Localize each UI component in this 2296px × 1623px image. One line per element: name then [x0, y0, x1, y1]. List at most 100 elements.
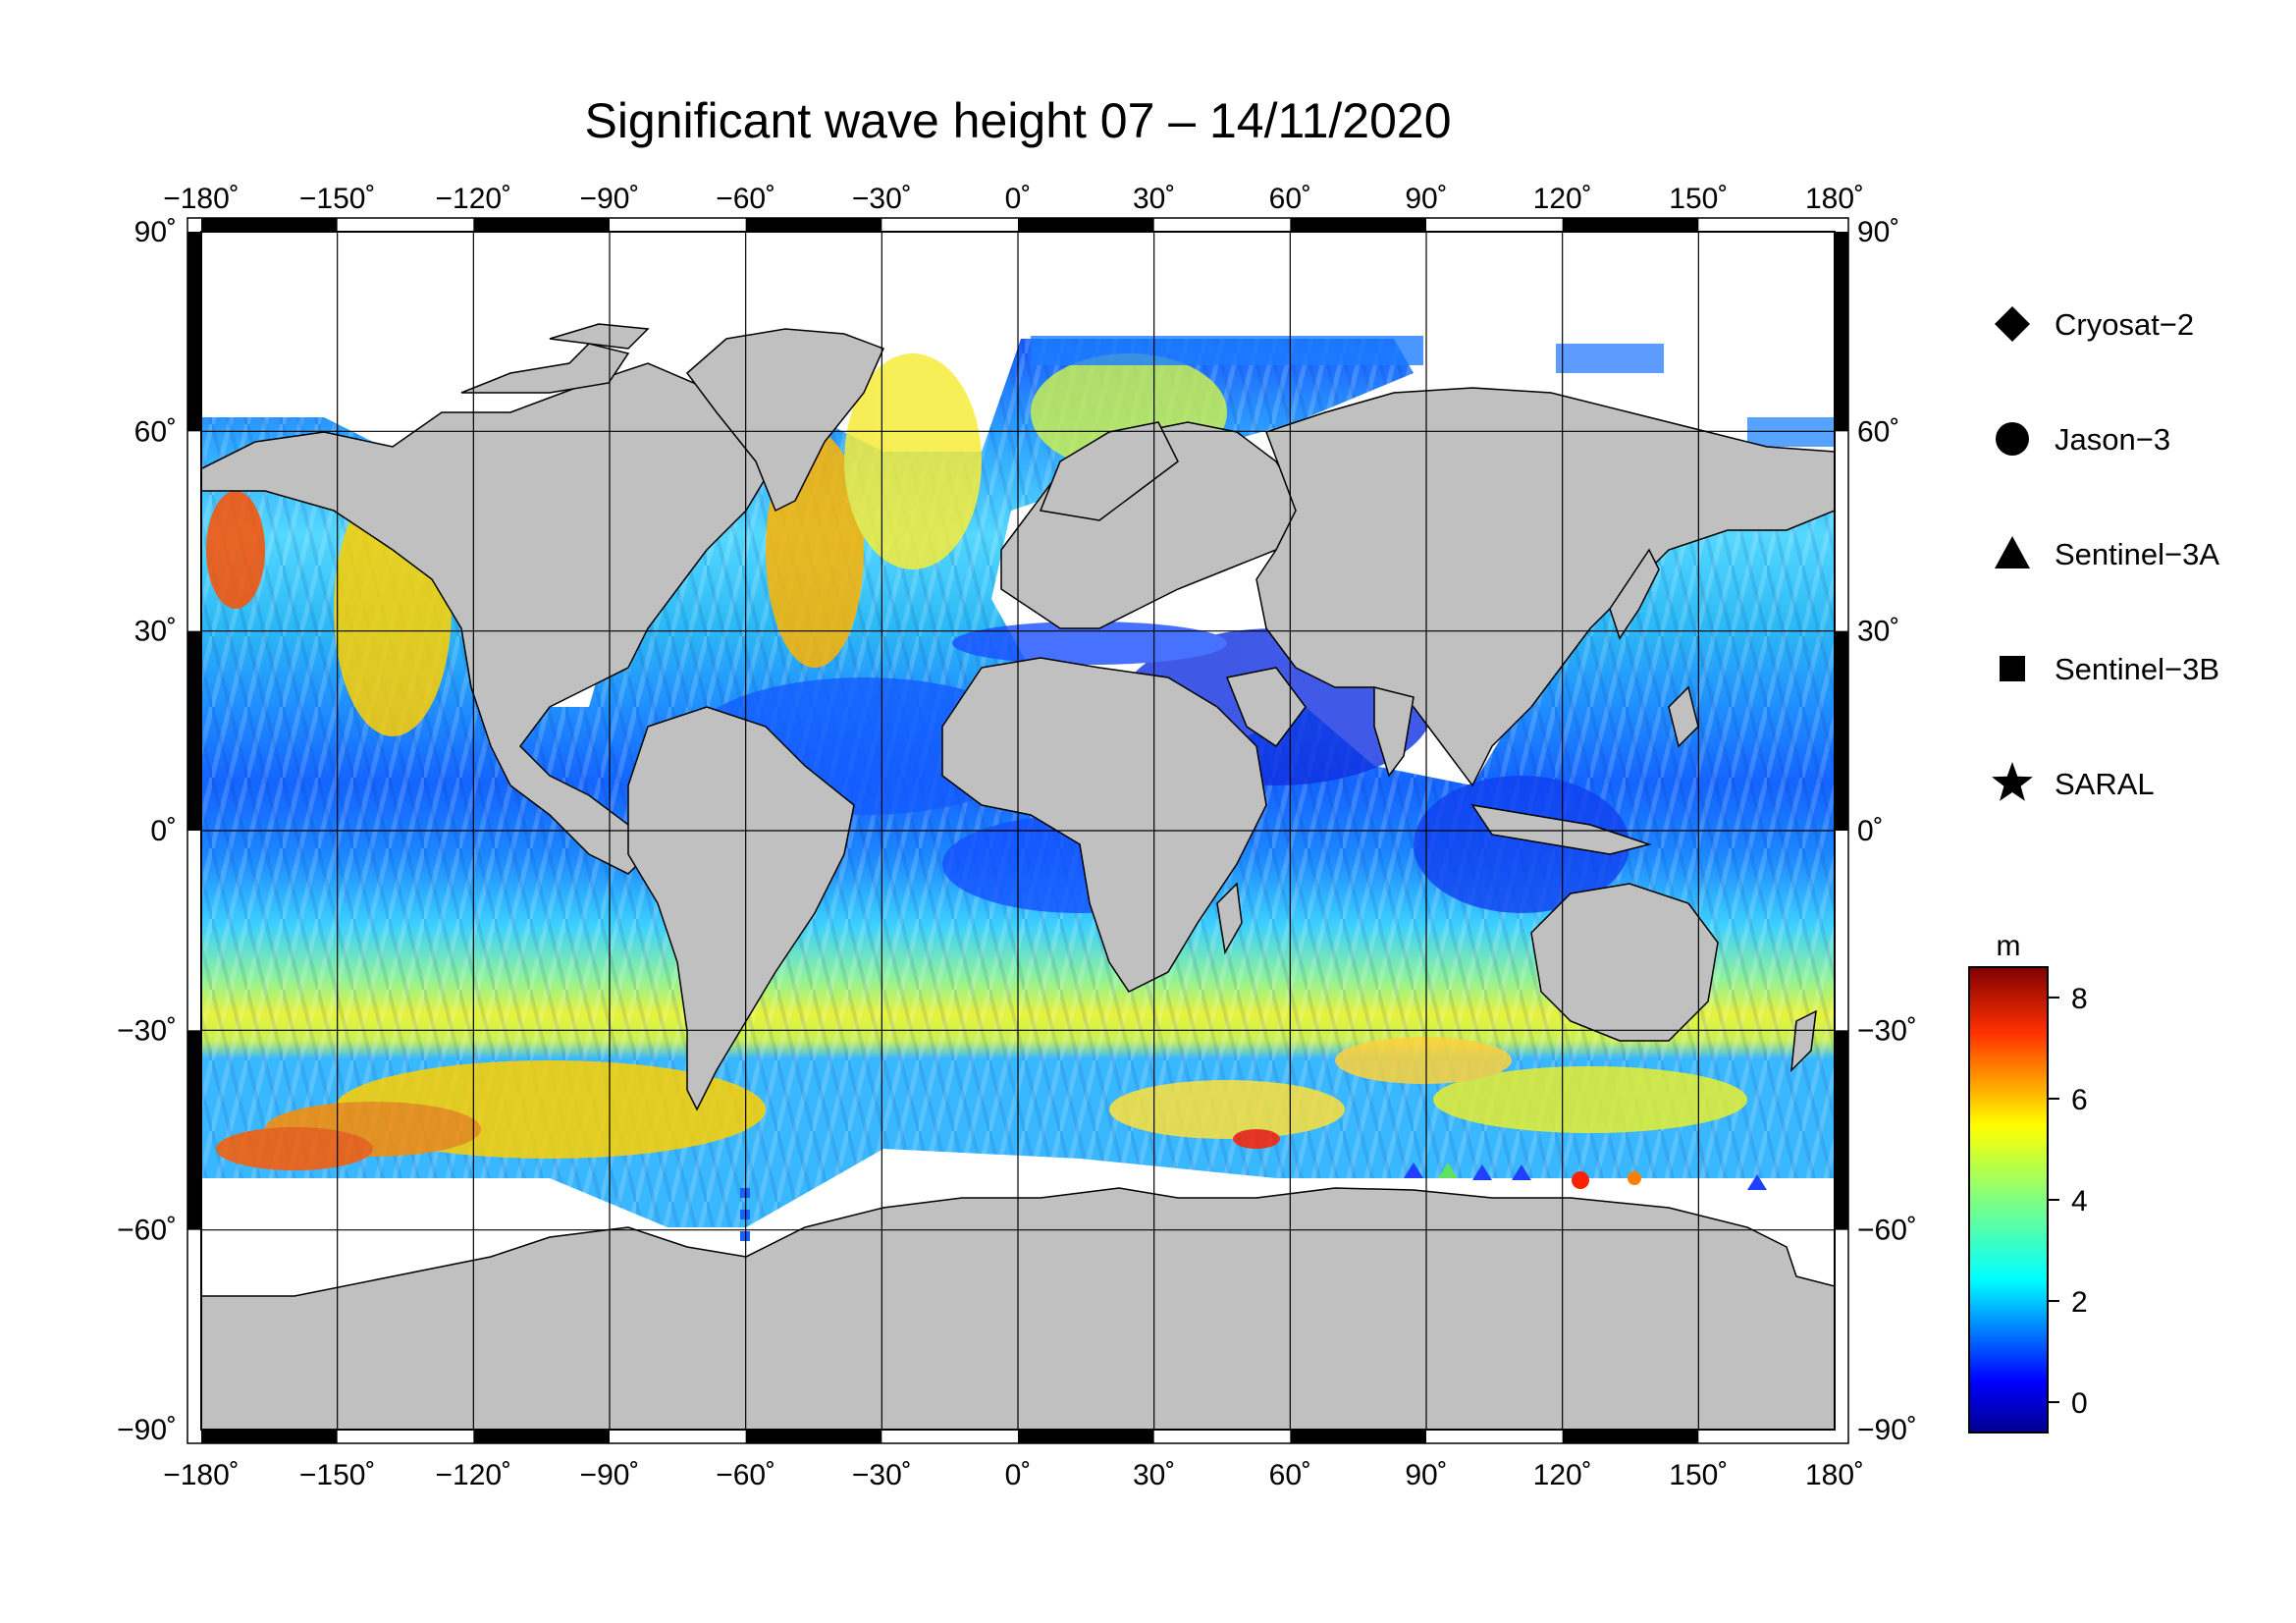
lon-tick-label: 90˚ [1405, 183, 1447, 215]
lat-tick-label: 60˚ [1857, 415, 1899, 448]
lat-tick-label: 90˚ [1857, 216, 1899, 248]
lat-tick-label: −90˚ [117, 1414, 177, 1446]
lon-tick-label: 120˚ [1533, 183, 1592, 215]
lat-tick-labels-right: 90˚ 60˚ 30˚ 0˚ −30˚ −60˚ −90˚ [1857, 216, 1917, 1446]
frame-bar-right [1835, 630, 1848, 831]
lon-tick-labels-top: −180˚ −150˚ −120˚ −90˚ −60˚ −30˚ 0˚ 30˚ 60˚ 90˚ 12… [163, 183, 1864, 215]
lon-tick-label: 150˚ [1669, 183, 1728, 215]
frame-bar-right [1835, 1030, 1848, 1230]
frame-bar-top [473, 218, 610, 232]
graticule [201, 232, 1835, 1430]
star-icon [1992, 762, 2033, 801]
lat-tick-labels-left: 90˚ 60˚ 30˚ 0˚ −30˚ −60˚ −90˚ [117, 216, 177, 1446]
legend-label: Jason−3 [2055, 422, 2170, 457]
frame-bar-top [1290, 218, 1426, 232]
colorbar-tick-label: 2 [2071, 1286, 2088, 1319]
legend-item-diamond: Cryosat−2 [1995, 306, 2194, 342]
lon-tick-label: 90˚ [1405, 1459, 1447, 1491]
frame-bar-bottom [745, 1430, 882, 1443]
lat-tick-label: −30˚ [117, 1014, 177, 1047]
lon-tick-label: 180˚ [1805, 183, 1864, 215]
lat-tick-label: 0˚ [1857, 815, 1884, 847]
frame-bar-bottom [1290, 1430, 1426, 1443]
legend-label: Cryosat−2 [2055, 307, 2194, 342]
colorbar: m 0 2 4 6 8 [1968, 930, 2088, 1434]
colorbar-unit: m [1997, 930, 2021, 962]
lon-tick-labels-bottom: −180˚ −150˚ −120˚ −90˚ −60˚ −30˚ 0˚ 30˚ 60˚ 90˚ 12… [163, 1459, 1864, 1491]
lon-tick-label: 60˚ [1269, 1459, 1311, 1491]
colorbar-tick-label: 8 [2071, 983, 2088, 1015]
frame-outer [187, 217, 1849, 1444]
lon-tick-label: 60˚ [1269, 183, 1311, 215]
land-south-america [627, 706, 855, 1111]
land-greenland [685, 328, 885, 513]
lon-tick-label: 180˚ [1805, 1459, 1864, 1491]
lon-tick-label: 120˚ [1533, 1459, 1592, 1491]
lon-tick-label: −150˚ [299, 1459, 376, 1491]
legend-label: Sentinel−3A [2055, 537, 2219, 571]
frame-bar-left [187, 630, 201, 831]
diamond-icon [1995, 306, 2030, 342]
frame-bar-bottom [201, 1430, 338, 1443]
lat-tick-label: 0˚ [150, 815, 177, 847]
lon-tick-label: 0˚ [1005, 1459, 1032, 1491]
southern-data-points [740, 1163, 1767, 1241]
satellite-legend: Cryosat−2 Jason−3 Sentinel−3A Sentinel−3B SA… [1992, 306, 2219, 801]
arctic-tracks [1031, 336, 1835, 447]
frame-bar-bottom [1018, 1430, 1154, 1443]
legend-label: SARAL [2055, 767, 2155, 801]
legend-item-triangle: Sentinel−3A [1995, 536, 2219, 571]
land-indonesia [1470, 803, 1652, 855]
chart-title: Significant wave height 07 – 14/11/2020 [584, 93, 1451, 148]
land-arctic-islands [460, 343, 630, 394]
frame-bar-top [201, 218, 338, 232]
lon-tick-label: −180˚ [163, 1459, 240, 1491]
lon-tick-label: −30˚ [852, 183, 912, 215]
colorbar-tick-label: 6 [2071, 1084, 2088, 1116]
circle-icon [1996, 422, 2029, 456]
lat-tick-label: 30˚ [1857, 616, 1899, 648]
colorbar-tick-label: 0 [2071, 1387, 2088, 1420]
lon-tick-label: −120˚ [436, 1459, 512, 1491]
lon-tick-label: 0˚ [1005, 183, 1032, 215]
lat-tick-label: −30˚ [1857, 1014, 1917, 1047]
frame-bar-left [187, 1030, 201, 1230]
lon-tick-label: 150˚ [1669, 1459, 1728, 1491]
lon-tick-label: −60˚ [716, 1459, 775, 1491]
lon-tick-label: −60˚ [716, 183, 775, 215]
legend-item-star: SARAL [1992, 762, 2155, 801]
lat-tick-label: −90˚ [1857, 1414, 1917, 1446]
triangle-icon [1995, 536, 2030, 568]
frame-bar-top [745, 218, 882, 232]
map-area [201, 232, 1835, 1430]
frame-bar-right [1835, 232, 1848, 432]
land-africa [941, 657, 1267, 993]
land-japan [1609, 548, 1660, 640]
lat-tick-label: 90˚ [134, 216, 177, 248]
colorbar-gradient [1968, 966, 2049, 1434]
lon-tick-label: 30˚ [1133, 183, 1175, 215]
frame-bar-bottom [473, 1430, 610, 1443]
legend-item-circle: Jason−3 [1996, 422, 2170, 457]
land-australia [1530, 883, 1719, 1042]
lon-tick-label: −90˚ [580, 183, 640, 215]
lon-tick-label: −90˚ [580, 1459, 640, 1491]
lon-tick-label: −30˚ [852, 1459, 912, 1491]
lat-tick-label: 60˚ [134, 415, 177, 448]
high-wave-patches [206, 353, 1747, 1170]
lat-tick-label: −60˚ [117, 1215, 177, 1247]
lat-tick-label: −60˚ [1857, 1215, 1917, 1247]
colorbar-ticks: 0 2 4 6 8 [2048, 983, 2088, 1420]
lon-tick-label: 30˚ [1133, 1459, 1175, 1491]
square-icon [2000, 656, 2025, 681]
land-asia [1255, 387, 1835, 787]
colorbar-tick-label: 4 [2071, 1185, 2088, 1217]
frame-bar-top [1018, 218, 1154, 232]
frame-bar-top [1562, 218, 1699, 232]
frame-bar-bottom [1562, 1430, 1699, 1443]
lon-tick-label: −180˚ [163, 183, 240, 215]
legend-item-square: Sentinel−3B [2000, 652, 2219, 686]
frame-bar-left [187, 232, 201, 432]
lat-tick-label: 30˚ [134, 616, 177, 648]
